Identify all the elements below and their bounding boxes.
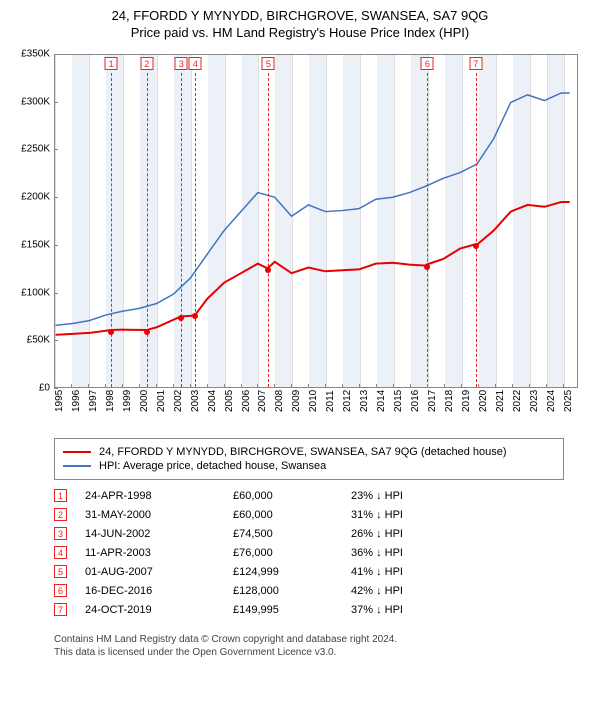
sale-point [424,264,430,270]
sale-point [108,329,114,335]
sale-row: 2 31-MAY-2000 £60,000 31% ↓ HPI [54,505,564,524]
sale-row-date: 11-APR-2003 [85,547,215,559]
sale-row-diff: 23% ↓ HPI [351,490,564,502]
sale-row-price: £128,000 [233,585,333,597]
sale-marker-badge: 2 [140,57,153,70]
sale-marker-line [181,73,182,387]
sale-row-price: £76,000 [233,547,333,559]
sale-row-date: 24-APR-1998 [85,490,215,502]
x-axis-tick-label: 2025 [563,390,597,412]
series-line-hpi [56,93,570,325]
sale-row-date: 14-JUN-2002 [85,528,215,540]
sale-marker-badge: 6 [421,57,434,70]
legend-swatch-hpi [63,465,91,467]
y-axis-tick-label: £300K [12,96,50,107]
sale-row-badge: 6 [54,584,67,597]
sale-row: 4 11-APR-2003 £76,000 36% ↓ HPI [54,543,564,562]
legend-label-property: 24, FFORDD Y MYNYDD, BIRCHGROVE, SWANSEA… [99,446,507,458]
y-axis-tick-label: £200K [12,192,50,203]
sale-marker-line [111,73,112,387]
sale-marker-badge: 7 [469,57,482,70]
sale-row: 1 24-APR-1998 £60,000 23% ↓ HPI [54,486,564,505]
sale-row-badge: 5 [54,565,67,578]
sale-marker-line [195,73,196,387]
legend-item-property: 24, FFORDD Y MYNYDD, BIRCHGROVE, SWANSEA… [63,445,555,459]
sale-row: 5 01-AUG-2007 £124,999 41% ↓ HPI [54,562,564,581]
sale-row-price: £60,000 [233,509,333,521]
sale-row-diff: 41% ↓ HPI [351,566,564,578]
sale-point [144,329,150,335]
y-axis-tick-label: £350K [12,49,50,60]
footer-line-1: Contains HM Land Registry data © Crown c… [54,633,588,646]
plot-area: 1 2 34 5 6 7 [54,54,578,388]
sale-row-badge: 3 [54,527,67,540]
y-axis-tick-label: £150K [12,239,50,250]
sale-marker-badge: 1 [105,57,118,70]
sale-marker-line [476,73,477,387]
sale-row-price: £124,999 [233,566,333,578]
chart-subtitle: Price paid vs. HM Land Registry's House … [12,25,588,40]
sale-marker-line [147,73,148,387]
sale-row-badge: 4 [54,546,67,559]
legend-swatch-property [63,451,91,453]
legend-item-hpi: HPI: Average price, detached house, Swan… [63,459,555,473]
sale-point [473,243,479,249]
y-axis-tick-label: £250K [12,144,50,155]
sale-row-badge: 2 [54,508,67,521]
y-axis-tick-label: £100K [12,287,50,298]
sales-table: 1 24-APR-1998 £60,000 23% ↓ HPI 2 31-MAY-2000… [54,486,564,619]
sale-row-price: £60,000 [233,490,333,502]
sale-marker-badge: 4 [189,57,202,70]
legend: 24, FFORDD Y MYNYDD, BIRCHGROVE, SWANSEA… [54,438,564,480]
sale-point [178,315,184,321]
sale-row-badge: 1 [54,489,67,502]
chart-area: 1 2 34 5 6 7 £0 £50K £100K £150K £200K £250K £300K £… [12,48,588,428]
y-axis-tick-label: £0 [12,383,50,394]
chart-title: 24, FFORDD Y MYNYDD, BIRCHGROVE, SWANSEA… [12,8,588,23]
sale-row-diff: 42% ↓ HPI [351,585,564,597]
footer: Contains HM Land Registry data © Crown c… [54,633,588,659]
sale-row-diff: 26% ↓ HPI [351,528,564,540]
sale-row: 7 24-OCT-2019 £149,995 37% ↓ HPI [54,600,564,619]
footer-line-2: This data is licensed under the Open Gov… [54,646,588,659]
sale-row-date: 31-MAY-2000 [85,509,215,521]
sale-row-date: 16-DEC-2016 [85,585,215,597]
sale-row-price: £149,995 [233,604,333,616]
sale-row-date: 24-OCT-2019 [85,604,215,616]
sale-row: 6 16-DEC-2016 £128,000 42% ↓ HPI [54,581,564,600]
series-line-property [56,202,570,335]
sale-row-diff: 37% ↓ HPI [351,604,564,616]
sale-marker-badge: 3 [175,57,188,70]
sale-point [265,267,271,273]
sale-marker-line [427,73,428,387]
sale-row-date: 01-AUG-2007 [85,566,215,578]
sale-row-diff: 31% ↓ HPI [351,509,564,521]
sale-marker-badge: 5 [262,57,275,70]
sale-row-diff: 36% ↓ HPI [351,547,564,559]
sale-marker-line [268,73,269,387]
sale-row: 3 14-JUN-2002 £74,500 26% ↓ HPI [54,524,564,543]
legend-label-hpi: HPI: Average price, detached house, Swan… [99,460,326,472]
sale-row-badge: 7 [54,603,67,616]
line-series-svg [55,55,577,387]
sale-point [192,313,198,319]
y-axis-tick-label: £50K [12,335,50,346]
sale-row-price: £74,500 [233,528,333,540]
